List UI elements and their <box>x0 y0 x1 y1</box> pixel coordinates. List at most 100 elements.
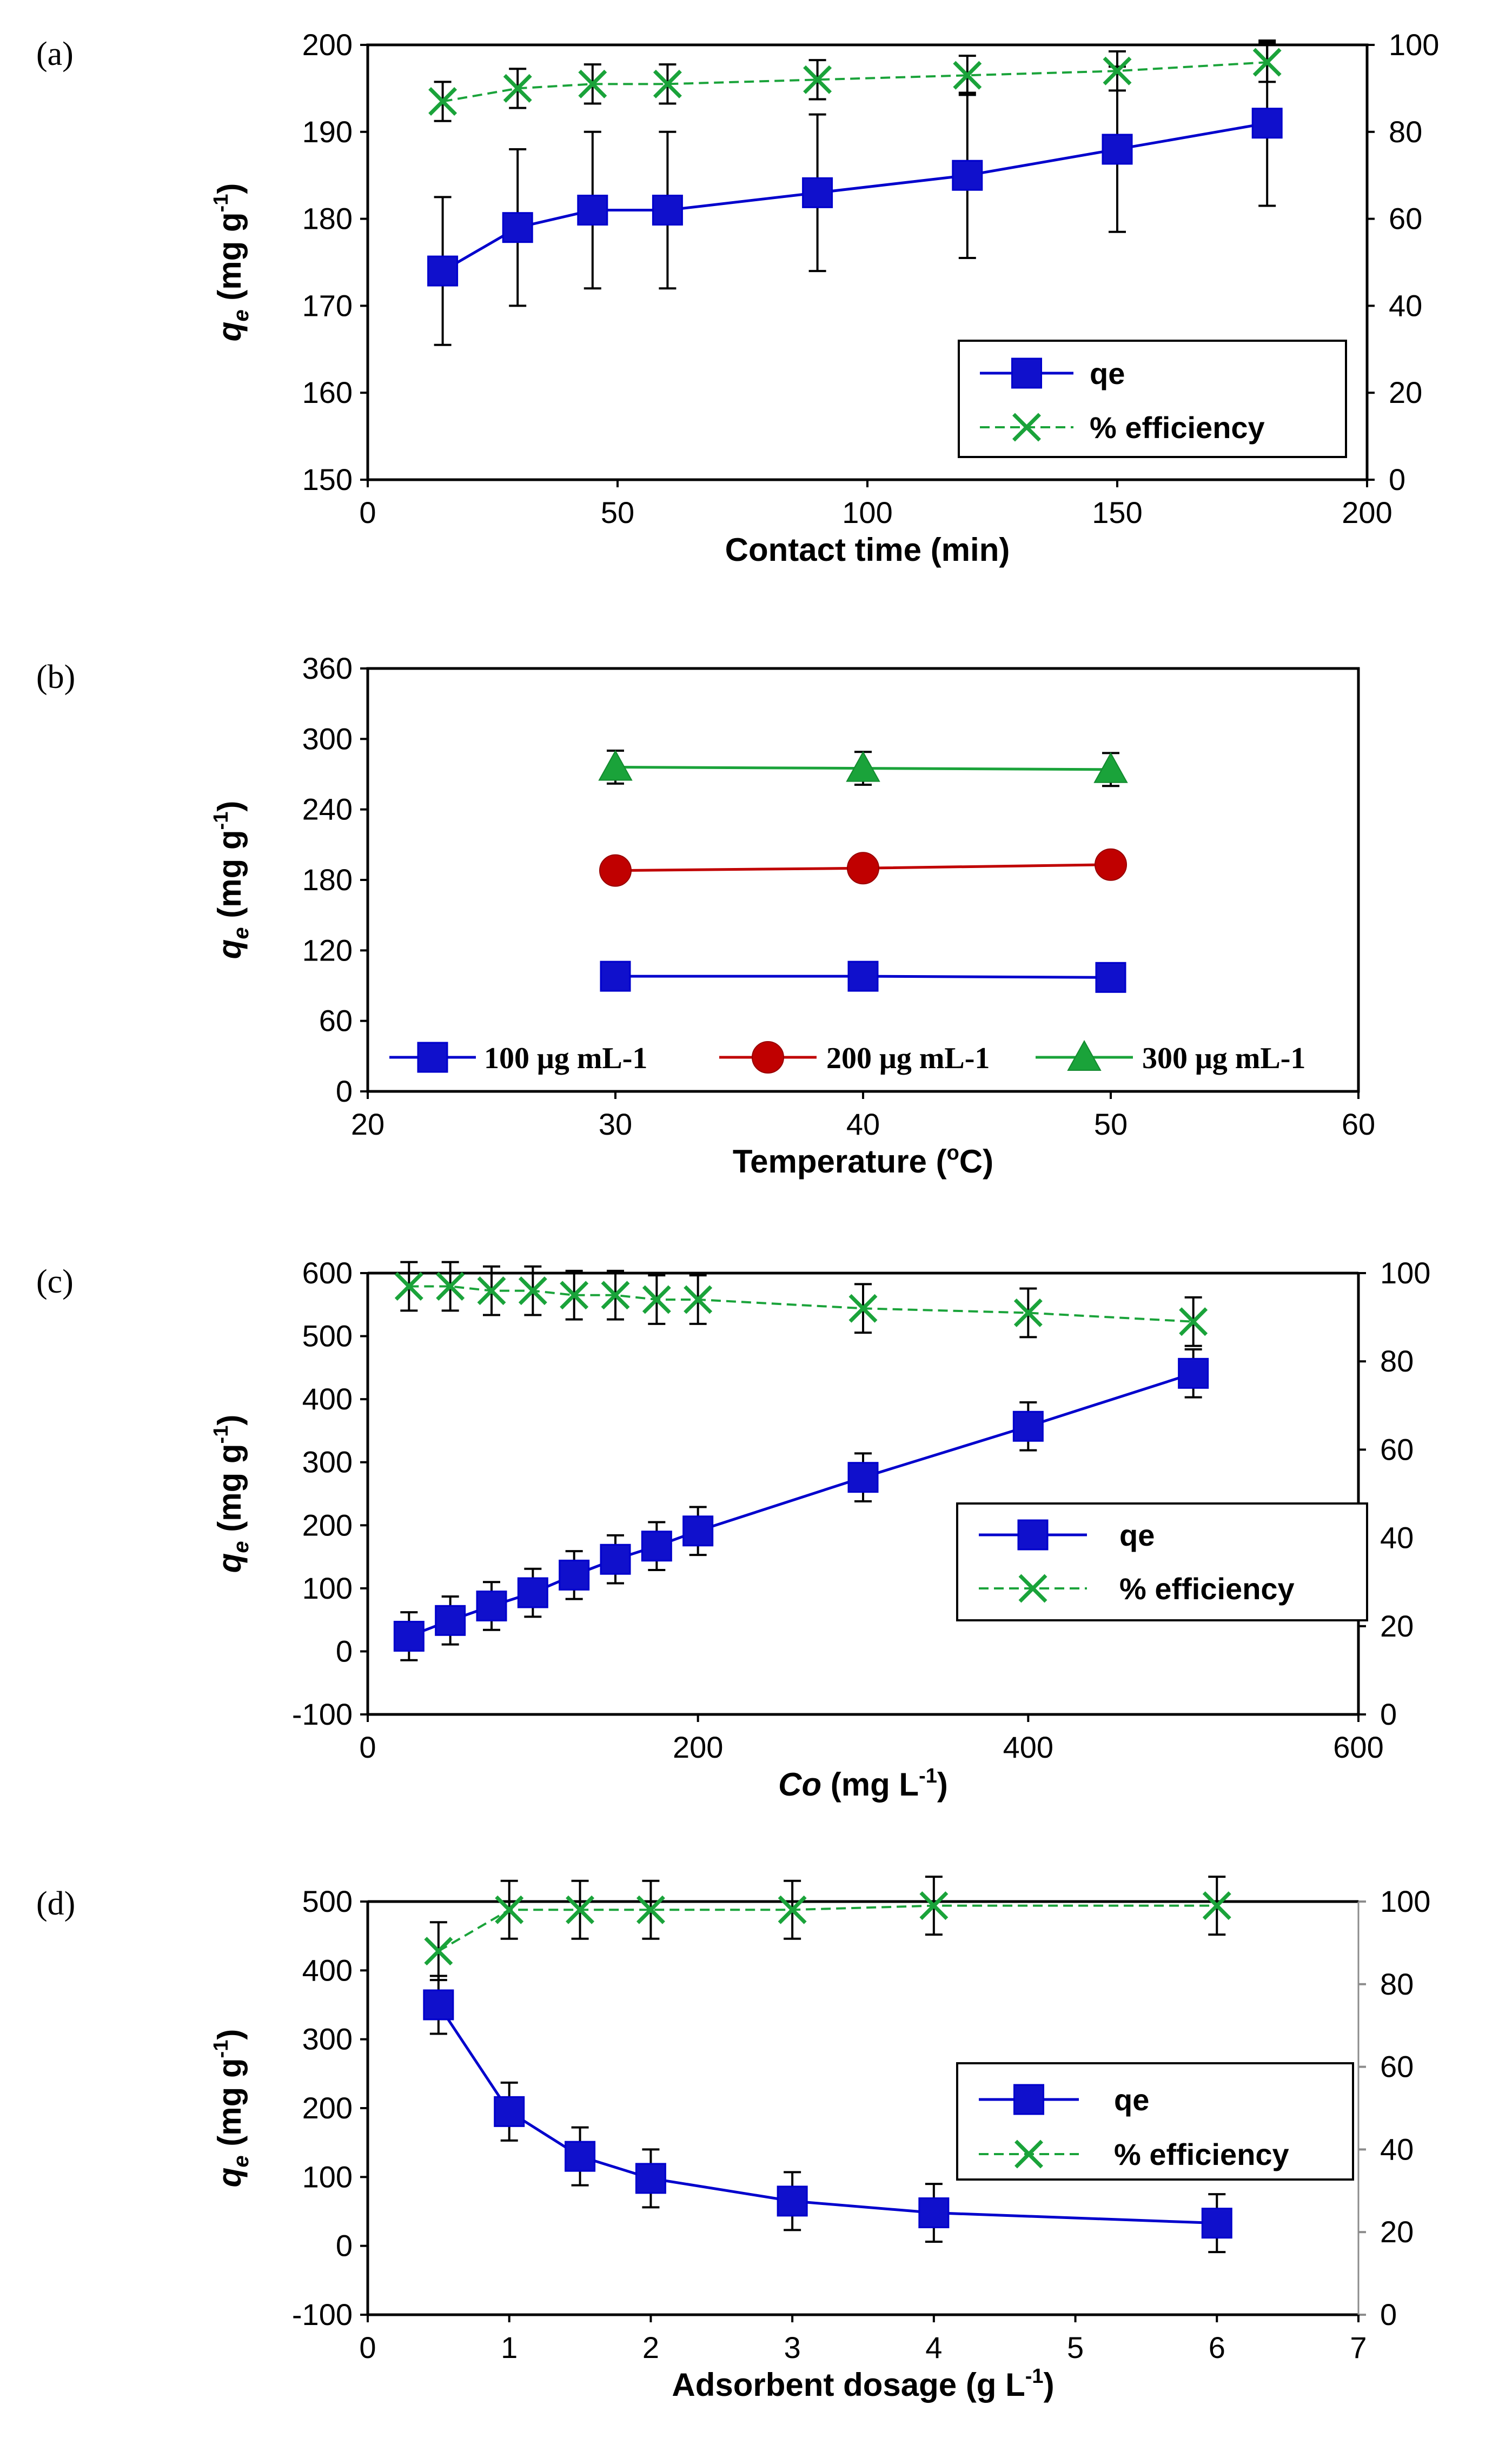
data-point <box>565 2141 596 2172</box>
marker-x-stroke <box>424 1937 453 1966</box>
legend-marker <box>417 1042 448 1073</box>
marker-x-stroke <box>518 1276 547 1306</box>
y-tick-label: -100 <box>292 2297 353 2331</box>
y-axis-title-unit: (mg g <box>211 212 248 309</box>
y-axis-title-unit: (mg g <box>211 2058 248 2155</box>
series-line <box>409 1285 1193 1323</box>
data-point <box>635 2163 666 2194</box>
data-point <box>517 1577 548 1608</box>
marker-x-stroke <box>653 69 682 98</box>
y-axis-title-unit: (mg g <box>211 1443 248 1541</box>
legend-marker <box>752 1041 784 1074</box>
x-tick-label: 2 <box>642 2330 659 2364</box>
data-point <box>777 2185 808 2217</box>
marker-x-stroke <box>1103 56 1132 85</box>
y-tick-label: 100 <box>302 2160 353 2194</box>
marker-x-stroke <box>1012 413 1041 442</box>
legend-marker <box>1067 1039 1102 1071</box>
data-point <box>1178 1357 1209 1389</box>
data-point <box>803 65 832 94</box>
y-tick-label: 200 <box>302 28 353 62</box>
series-line <box>437 1904 1217 1952</box>
data-point <box>600 1544 631 1575</box>
data-point <box>495 1895 524 1924</box>
x-tick-label: 50 <box>1094 1107 1128 1141</box>
marker-x-stroke <box>560 1281 589 1310</box>
legend-label-qe: qe <box>1119 1518 1155 1552</box>
data-point <box>778 1895 807 1924</box>
y2-tick-label: 100 <box>1389 28 1439 62</box>
series-qe <box>427 39 1283 346</box>
y-tick-label: 170 <box>302 288 353 322</box>
data-point <box>601 1281 630 1310</box>
y-axis-title-var: q <box>211 322 248 342</box>
data-point <box>653 69 682 98</box>
data-point <box>566 1895 595 1924</box>
x-tick-label: 20 <box>351 1107 384 1141</box>
data-point <box>577 195 608 226</box>
y2-tick-label: 0 <box>1389 462 1405 496</box>
series-100-g-ml-1 <box>600 961 1126 993</box>
data-point <box>560 1281 589 1310</box>
x-axis-title-text: Adsorbent dosage (g L <box>672 2367 1025 2403</box>
data-point <box>477 1276 506 1306</box>
panel-label: (c) <box>36 1263 74 1300</box>
x-tick-label: 6 <box>1209 2330 1225 2364</box>
y-tick-label: 500 <box>302 1319 353 1353</box>
data-point <box>802 177 833 208</box>
data-point <box>1095 962 1126 993</box>
data-point <box>1103 56 1132 85</box>
data-point <box>1012 1410 1044 1442</box>
legend-marker-efficiency <box>1018 1574 1047 1603</box>
y-axis-title: qe (mg g-1) <box>210 2029 253 2188</box>
data-point <box>518 1276 547 1306</box>
x-tick-label: 400 <box>1003 1730 1053 1764</box>
data-point <box>600 961 631 992</box>
marker-x-stroke <box>428 87 457 116</box>
x-tick-label: 5 <box>1067 2330 1084 2364</box>
marker-x-stroke <box>642 1285 671 1314</box>
y-axis-title-sup: -1 <box>210 194 233 213</box>
marker-x-stroke <box>953 61 982 90</box>
y-axis-title-close: ) <box>211 2029 248 2040</box>
legend: 100 μg mL-1 200 μg mL-1 300 μg mL-1 <box>389 1039 1305 1075</box>
panel-label: (a) <box>36 36 74 72</box>
data-point <box>642 1285 671 1314</box>
data-point <box>1095 848 1127 881</box>
data-point <box>636 1895 665 1924</box>
y-tick-label: 300 <box>302 1445 353 1479</box>
legend-label: 300 μg mL-1 <box>1142 1042 1305 1075</box>
marker-x-stroke <box>1018 1574 1047 1603</box>
y2-tick-label: 0 <box>1380 2297 1397 2331</box>
data-point <box>435 1605 466 1636</box>
data-point <box>423 1989 454 2021</box>
data-point <box>578 69 607 98</box>
data-point <box>598 750 633 781</box>
data-point <box>847 1462 879 1493</box>
x-axis-title-var: Co <box>778 1766 821 1803</box>
data-point <box>952 160 983 191</box>
x-axis-title: Co (mg L-1) <box>778 1765 948 1803</box>
legend-label-efficiency: % efficiency <box>1119 1572 1295 1606</box>
data-point <box>652 195 683 226</box>
x-axis-title-close: C) <box>959 1143 993 1180</box>
y-axis-title-sub: e <box>229 2155 253 2167</box>
legend-marker-efficiency <box>1014 2140 1043 2169</box>
marker-x-stroke <box>684 1285 713 1314</box>
data-point <box>559 1559 590 1591</box>
y-tick-label: 0 <box>336 2229 353 2263</box>
y-tick-label: 180 <box>302 202 353 236</box>
y-tick-label: 200 <box>302 2091 353 2125</box>
y-axis-title-unit: (mg g <box>211 830 248 927</box>
series--efficiency <box>424 1876 1231 1982</box>
data-point <box>919 1891 949 1920</box>
data-point <box>427 255 459 287</box>
data-point <box>1201 2208 1232 2239</box>
data-point <box>1102 134 1133 165</box>
series--efficiency <box>428 41 1282 122</box>
data-point <box>393 1620 425 1652</box>
data-point <box>684 1285 713 1314</box>
marker-x-stroke <box>636 1895 665 1924</box>
x-tick-label: 100 <box>842 495 892 529</box>
